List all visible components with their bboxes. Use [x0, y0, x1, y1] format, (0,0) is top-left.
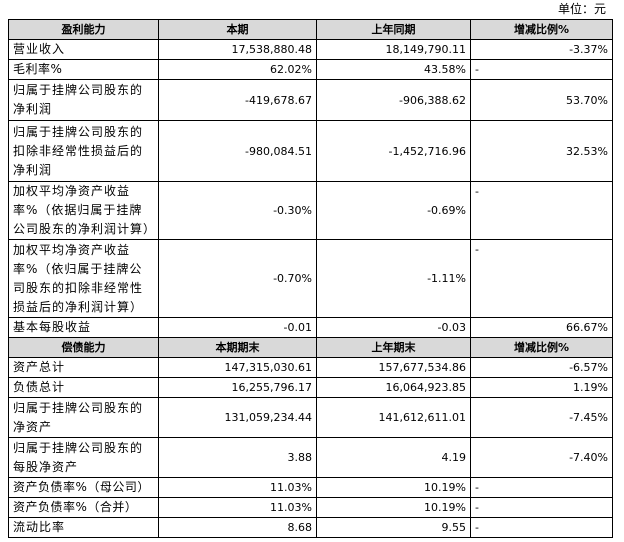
- previous-value: 10.19%: [316, 497, 471, 518]
- table-row: 加权平均净资产收益率%（依归属于挂牌公司股东的扣除非经常性损益后的净利润计算） …: [8, 239, 613, 318]
- row-label: 加权平均净资产收益率%（依据归属于挂牌公司股东的净利润计算）: [8, 181, 159, 240]
- previous-value: 157,677,534.86: [316, 357, 471, 378]
- table-row: 资产负债率%（母公司） 11.03% 10.19% -: [8, 477, 613, 498]
- table-row: 归属于挂牌公司股东的净资产 131,059,234.44 141,612,611…: [8, 397, 613, 438]
- previous-value: 10.19%: [316, 477, 471, 498]
- current-value: 62.02%: [158, 59, 317, 80]
- current-value: 11.03%: [158, 477, 317, 498]
- row-label: 资产总计: [8, 357, 159, 378]
- change-value: -3.37%: [470, 39, 613, 60]
- row-label: 资产负债率%（母公司）: [8, 477, 159, 498]
- solvency-header-row: 偿债能力 本期期末 上年期末 增减比例%: [8, 337, 613, 358]
- table-row: 归属于挂牌公司股东的每股净资产 3.88 4.19 -7.40%: [8, 437, 613, 478]
- previous-value: -0.03: [316, 317, 471, 338]
- current-value: 8.68: [158, 517, 317, 538]
- table-row: 资产负债率%（合并） 11.03% 10.19% -: [8, 497, 613, 518]
- change-value: -: [470, 181, 613, 240]
- header-cell: 上年同期: [316, 19, 471, 40]
- current-value: -980,084.51: [158, 120, 317, 182]
- current-value: -0.30%: [158, 181, 317, 240]
- previous-value: 43.58%: [316, 59, 471, 80]
- previous-value: 4.19: [316, 437, 471, 478]
- row-label: 加权平均净资产收益率%（依归属于挂牌公司股东的扣除非经常性损益后的净利润计算）: [8, 239, 159, 318]
- table-row: 毛利率% 62.02% 43.58% -: [8, 59, 613, 80]
- previous-value: -1,452,716.96: [316, 120, 471, 182]
- table-row: 归属于挂牌公司股东的扣除非经常性损益后的净利润 -980,084.51 -1,4…: [8, 120, 613, 182]
- change-value: 66.67%: [470, 317, 613, 338]
- table-row: 基本每股收益 -0.01 -0.03 66.67%: [8, 317, 613, 338]
- row-label: 归属于挂牌公司股东的净利润: [8, 79, 159, 121]
- current-value: 11.03%: [158, 497, 317, 518]
- row-label: 基本每股收益: [8, 317, 159, 338]
- previous-value: 141,612,611.01: [316, 397, 471, 438]
- change-value: 32.53%: [470, 120, 613, 182]
- change-value: 1.19%: [470, 377, 613, 398]
- change-value: -: [470, 497, 613, 518]
- change-value: -: [470, 477, 613, 498]
- current-value: 131,059,234.44: [158, 397, 317, 438]
- row-label: 毛利率%: [8, 59, 159, 80]
- row-label: 营业收入: [8, 39, 159, 60]
- row-label: 流动比率: [8, 517, 159, 538]
- previous-value: -0.69%: [316, 181, 471, 240]
- previous-value: 18,149,790.11: [316, 39, 471, 60]
- row-label: 归属于挂牌公司股东的扣除非经常性损益后的净利润: [8, 120, 159, 182]
- row-label: 归属于挂牌公司股东的每股净资产: [8, 437, 159, 478]
- header-cell: 增减比例%: [470, 337, 613, 358]
- previous-value: 9.55: [316, 517, 471, 538]
- change-value: 53.70%: [470, 79, 613, 121]
- header-cell: 本期: [158, 19, 317, 40]
- table-row: 负债总计 16,255,796.17 16,064,923.85 1.19%: [8, 377, 613, 398]
- change-value: -6.57%: [470, 357, 613, 378]
- header-cell: 增减比例%: [470, 19, 613, 40]
- change-value: -7.45%: [470, 397, 613, 438]
- header-cell: 盈利能力: [8, 19, 159, 40]
- table-row: 资产总计 147,315,030.61 157,677,534.86 -6.57…: [8, 357, 613, 378]
- current-value: 147,315,030.61: [158, 357, 317, 378]
- header-cell: 偿债能力: [8, 337, 159, 358]
- header-cell: 上年期末: [316, 337, 471, 358]
- change-value: -: [470, 59, 613, 80]
- row-label: 负债总计: [8, 377, 159, 398]
- previous-value: -906,388.62: [316, 79, 471, 121]
- current-value: -419,678.67: [158, 79, 317, 121]
- table-row: 流动比率 8.68 9.55 -: [8, 517, 613, 538]
- change-value: -: [470, 517, 613, 538]
- row-label: 资产负债率%（合并）: [8, 497, 159, 518]
- current-value: -0.70%: [158, 239, 317, 318]
- current-value: 16,255,796.17: [158, 377, 317, 398]
- current-value: 3.88: [158, 437, 317, 478]
- current-value: 17,538,880.48: [158, 39, 317, 60]
- unit-label: 单位：元: [557, 2, 606, 16]
- financial-indicators-table: 盈利能力 本期 上年同期 增减比例% 营业收入 17,538,880.48 18…: [8, 19, 613, 538]
- previous-value: -1.11%: [316, 239, 471, 318]
- table-row: 营业收入 17,538,880.48 18,149,790.11 -3.37%: [8, 39, 613, 60]
- current-value: -0.01: [158, 317, 317, 338]
- previous-value: 16,064,923.85: [316, 377, 471, 398]
- header-cell: 本期期末: [158, 337, 317, 358]
- change-value: -7.40%: [470, 437, 613, 478]
- row-label: 归属于挂牌公司股东的净资产: [8, 397, 159, 438]
- profitability-header-row: 盈利能力 本期 上年同期 增减比例%: [8, 19, 613, 40]
- table-row: 加权平均净资产收益率%（依据归属于挂牌公司股东的净利润计算） -0.30% -0…: [8, 181, 613, 240]
- change-value: -: [470, 239, 613, 318]
- table-row: 归属于挂牌公司股东的净利润 -419,678.67 -906,388.62 53…: [8, 79, 613, 121]
